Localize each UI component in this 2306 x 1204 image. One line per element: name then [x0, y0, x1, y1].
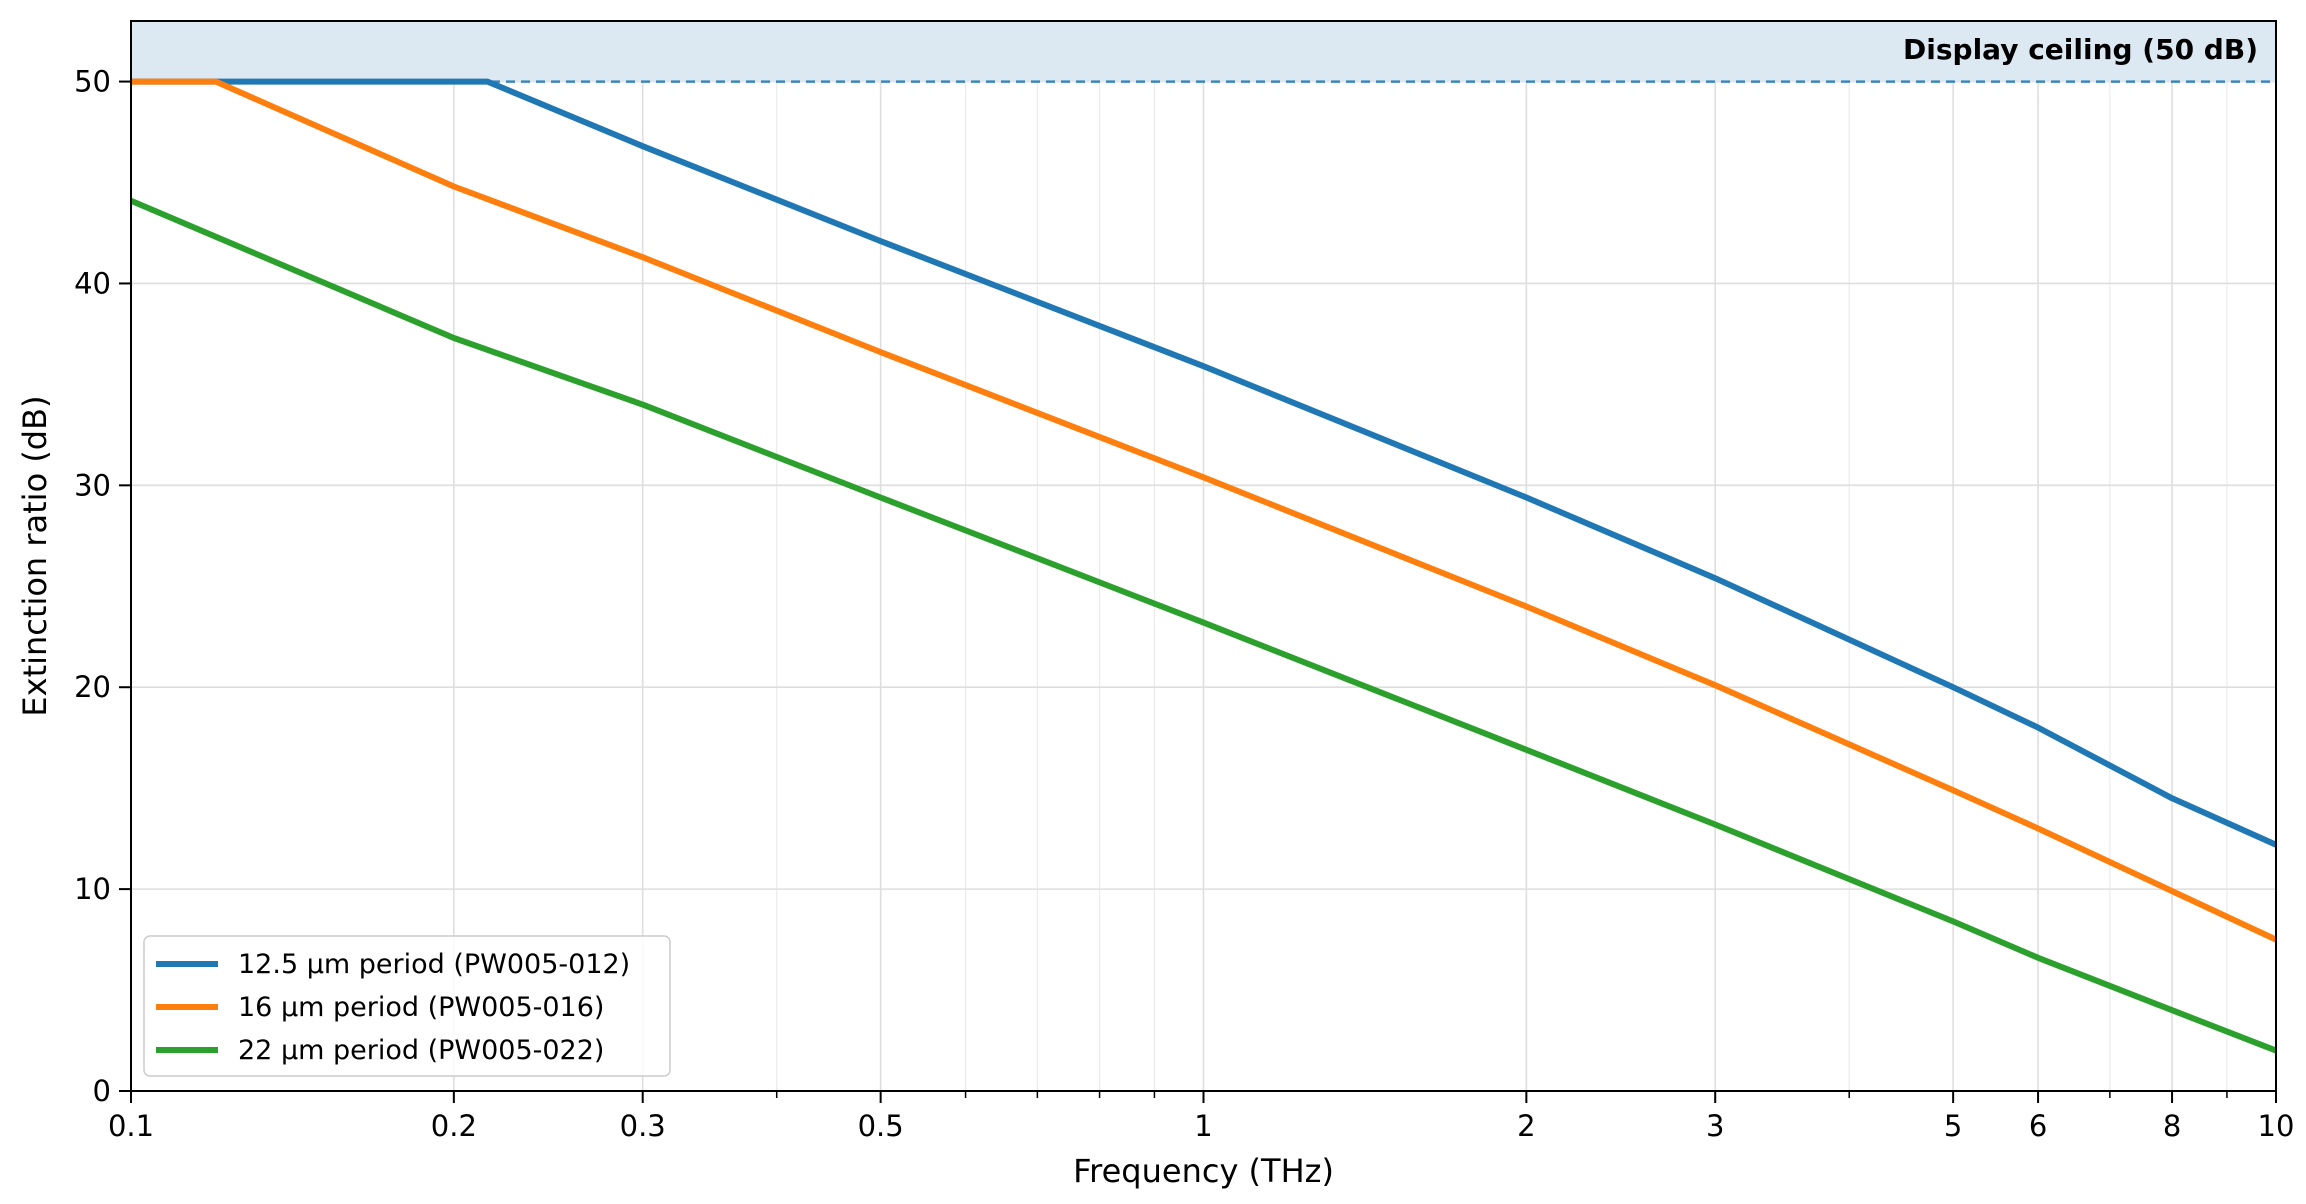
x-tick-label: 1: [1194, 1109, 1212, 1143]
x-tick-label: 5: [1944, 1109, 1962, 1143]
x-tick-label: 0.3: [620, 1109, 666, 1143]
legend-label-2: 16 µm period (PW005-016): [238, 992, 604, 1023]
x-tick-label: 6: [2029, 1109, 2047, 1143]
y-tick-label: 50: [74, 65, 111, 99]
x-tick-label: 3: [1706, 1109, 1724, 1143]
series-line-3: [129, 197, 2278, 1054]
y-tick-label: 40: [74, 266, 111, 300]
y-tick-label: 0: [93, 1074, 111, 1108]
axis-ticks: 0.1 0.2 0.3 0.5 1 2 3 5 6 8 10 0 10 20 30 40 50: [74, 65, 2294, 1143]
y-tick-label: 20: [74, 670, 111, 704]
ceiling-label: Display ceiling (50 dB): [1903, 33, 2258, 66]
series-lines: [129, 78, 2278, 1054]
x-tick-label: 0.2: [431, 1109, 477, 1143]
x-axis-label: Frequency (THz): [1073, 1152, 1334, 1190]
series-line-2: [131, 78, 2278, 943]
legend-box: [143, 935, 671, 1077]
legend-label-1: 12.5 µm period (PW005-012): [238, 949, 630, 980]
x-tick-label: 2: [1517, 1109, 1535, 1143]
y-axis-label: Extinction ratio (dB): [16, 395, 54, 716]
x-tick-label: 0.1: [108, 1109, 154, 1143]
x-tick-label: 0.5: [858, 1109, 904, 1143]
x-tick-label: 10: [2258, 1109, 2295, 1143]
legend[interactable]: 12.5 µm period (PW005-012) 16 µm period (…: [143, 935, 671, 1077]
y-tick-label: 10: [74, 872, 111, 906]
legend-label-3: 22 µm period (PW005-022): [238, 1035, 604, 1066]
display-ceiling: Display ceiling (50 dB): [131, 21, 2276, 83]
y-tick-label: 30: [74, 468, 111, 502]
series-line-1: [131, 78, 2278, 848]
x-tick-label: 8: [2163, 1109, 2181, 1143]
ceiling-band: [131, 21, 2276, 82]
